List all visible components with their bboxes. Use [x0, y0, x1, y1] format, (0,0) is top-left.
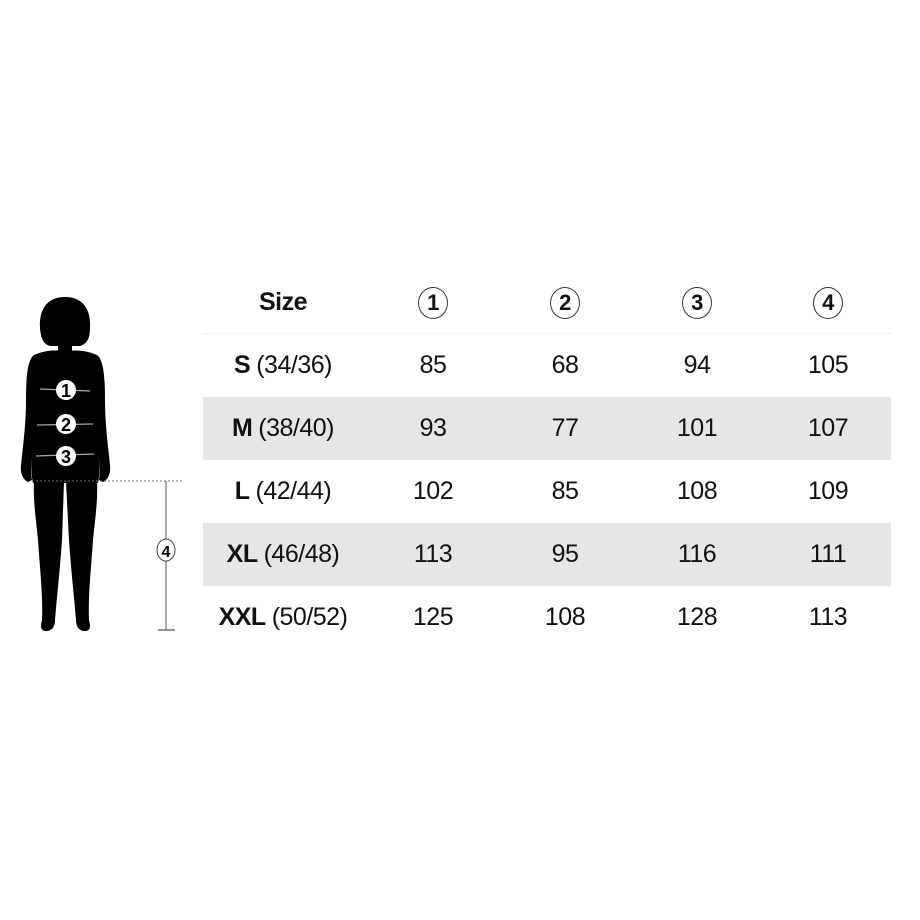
table-row: L (42/44) 102 85 108 109: [203, 460, 891, 523]
measure-4-value: 107: [807, 414, 849, 442]
size-code: L: [234, 477, 250, 505]
svg-text:3: 3: [61, 447, 71, 467]
table-row: XXL (50/52) 125 108 128 113: [203, 586, 891, 649]
measure-4-value: 109: [807, 477, 849, 505]
eu-size: (50/52): [271, 603, 348, 631]
eu-size: (38/40): [258, 414, 335, 442]
svg-text:4: 4: [162, 544, 171, 561]
marker-2: 2: [56, 414, 76, 435]
table-row: M (38/40) 93 77 101 107: [203, 397, 891, 460]
measure-3-value: 116: [677, 540, 717, 568]
measure-2-value: 85: [551, 477, 579, 505]
marker-3: 3: [56, 446, 76, 467]
measure-4-value: 111: [809, 540, 847, 568]
header-measure-4: 4: [813, 286, 843, 319]
measure-1-value: 113: [413, 540, 453, 568]
measure-3-value: 101: [676, 414, 718, 442]
eu-size: (42/44): [255, 477, 332, 505]
eu-size: (46/48): [263, 540, 340, 568]
size-label: XXL (50/52): [203, 586, 363, 649]
measure-2-value: 77: [551, 414, 579, 442]
size-code: XL: [226, 540, 258, 568]
table-header: Size 1 2 3 4: [203, 272, 891, 334]
measure-3-value: 94: [683, 351, 711, 379]
measure-1-value: 93: [419, 414, 447, 442]
silhouette: [20, 297, 111, 631]
size-label: S (34/36): [203, 334, 363, 397]
measure-1-value: 102: [412, 477, 454, 505]
measure-1-value: 85: [419, 351, 447, 379]
marker-1: 1: [56, 380, 76, 401]
size-code: M: [231, 414, 253, 442]
size-code: S: [234, 351, 251, 379]
measure-1-value: 125: [412, 603, 454, 631]
measure-4-value: 105: [807, 351, 849, 379]
table-row: S (34/36) 85 68 94 105: [203, 334, 891, 397]
size-code: XXL: [218, 603, 267, 631]
length-measure: 4: [36, 480, 184, 631]
measure-3-value: 128: [676, 603, 718, 631]
measure-2-value: 95: [551, 540, 579, 568]
header-size: Size: [258, 288, 308, 316]
size-label: XL (46/48): [203, 523, 363, 586]
size-label: L (42/44): [203, 460, 363, 523]
eu-size: (34/36): [256, 351, 332, 379]
measure-3-value: 108: [676, 477, 718, 505]
header-measure-3: 3: [682, 286, 712, 319]
header-measure-2: 2: [550, 286, 580, 319]
measure-2-value: 68: [551, 351, 579, 379]
size-label: M (38/40): [203, 397, 363, 460]
measure-2-value: 108: [544, 603, 586, 631]
header-measure-1: 1: [418, 286, 448, 319]
table-row: XL (46/48) 113 95 116 111: [203, 523, 891, 586]
svg-text:1: 1: [61, 381, 71, 401]
size-chart-table: Size 1 2 3 4 S (34/36) 85 68 94 105 M (38/40) 93…: [203, 272, 891, 649]
svg-text:2: 2: [61, 415, 71, 435]
measure-4-value: 113: [808, 603, 848, 631]
